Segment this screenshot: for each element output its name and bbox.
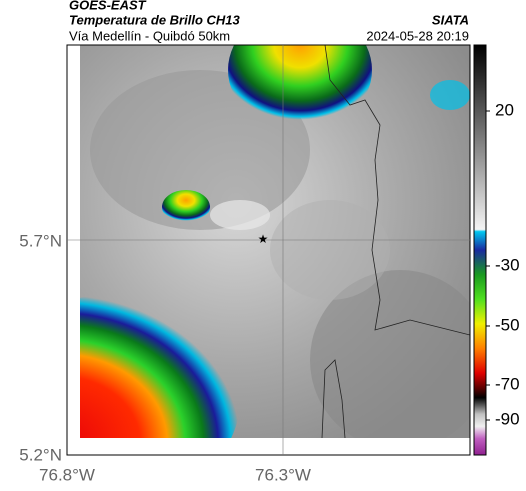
- colorbar-ticks: 20 -30 -50 -70 -90: [486, 100, 520, 428]
- lat-label: 5.7°N: [19, 231, 62, 250]
- colorbar-label: -70: [495, 374, 520, 393]
- lon-label: 76.3°W: [255, 465, 311, 484]
- source: SIATA: [432, 12, 469, 27]
- lon-label: 76.8°W: [39, 465, 95, 484]
- colorbar-label: -30: [495, 255, 520, 274]
- satellite: GOES-EAST: [69, 0, 147, 12]
- colorbar-label: -90: [495, 409, 520, 428]
- lat-label: 5.2°N: [19, 445, 62, 464]
- datetime: 2024-05-28 20:19: [366, 28, 469, 43]
- colorbar-label: 20: [495, 100, 514, 119]
- location: Vía Medellín - Quibdó 50km: [69, 28, 230, 43]
- colorbar-label: -50: [495, 315, 520, 334]
- city-marker: ★: [258, 232, 269, 246]
- colorbar: [473, 44, 487, 456]
- product: Temperatura de Brillo CH13: [69, 12, 241, 27]
- map-frame: [66, 44, 471, 456]
- imagery: [80, 45, 470, 438]
